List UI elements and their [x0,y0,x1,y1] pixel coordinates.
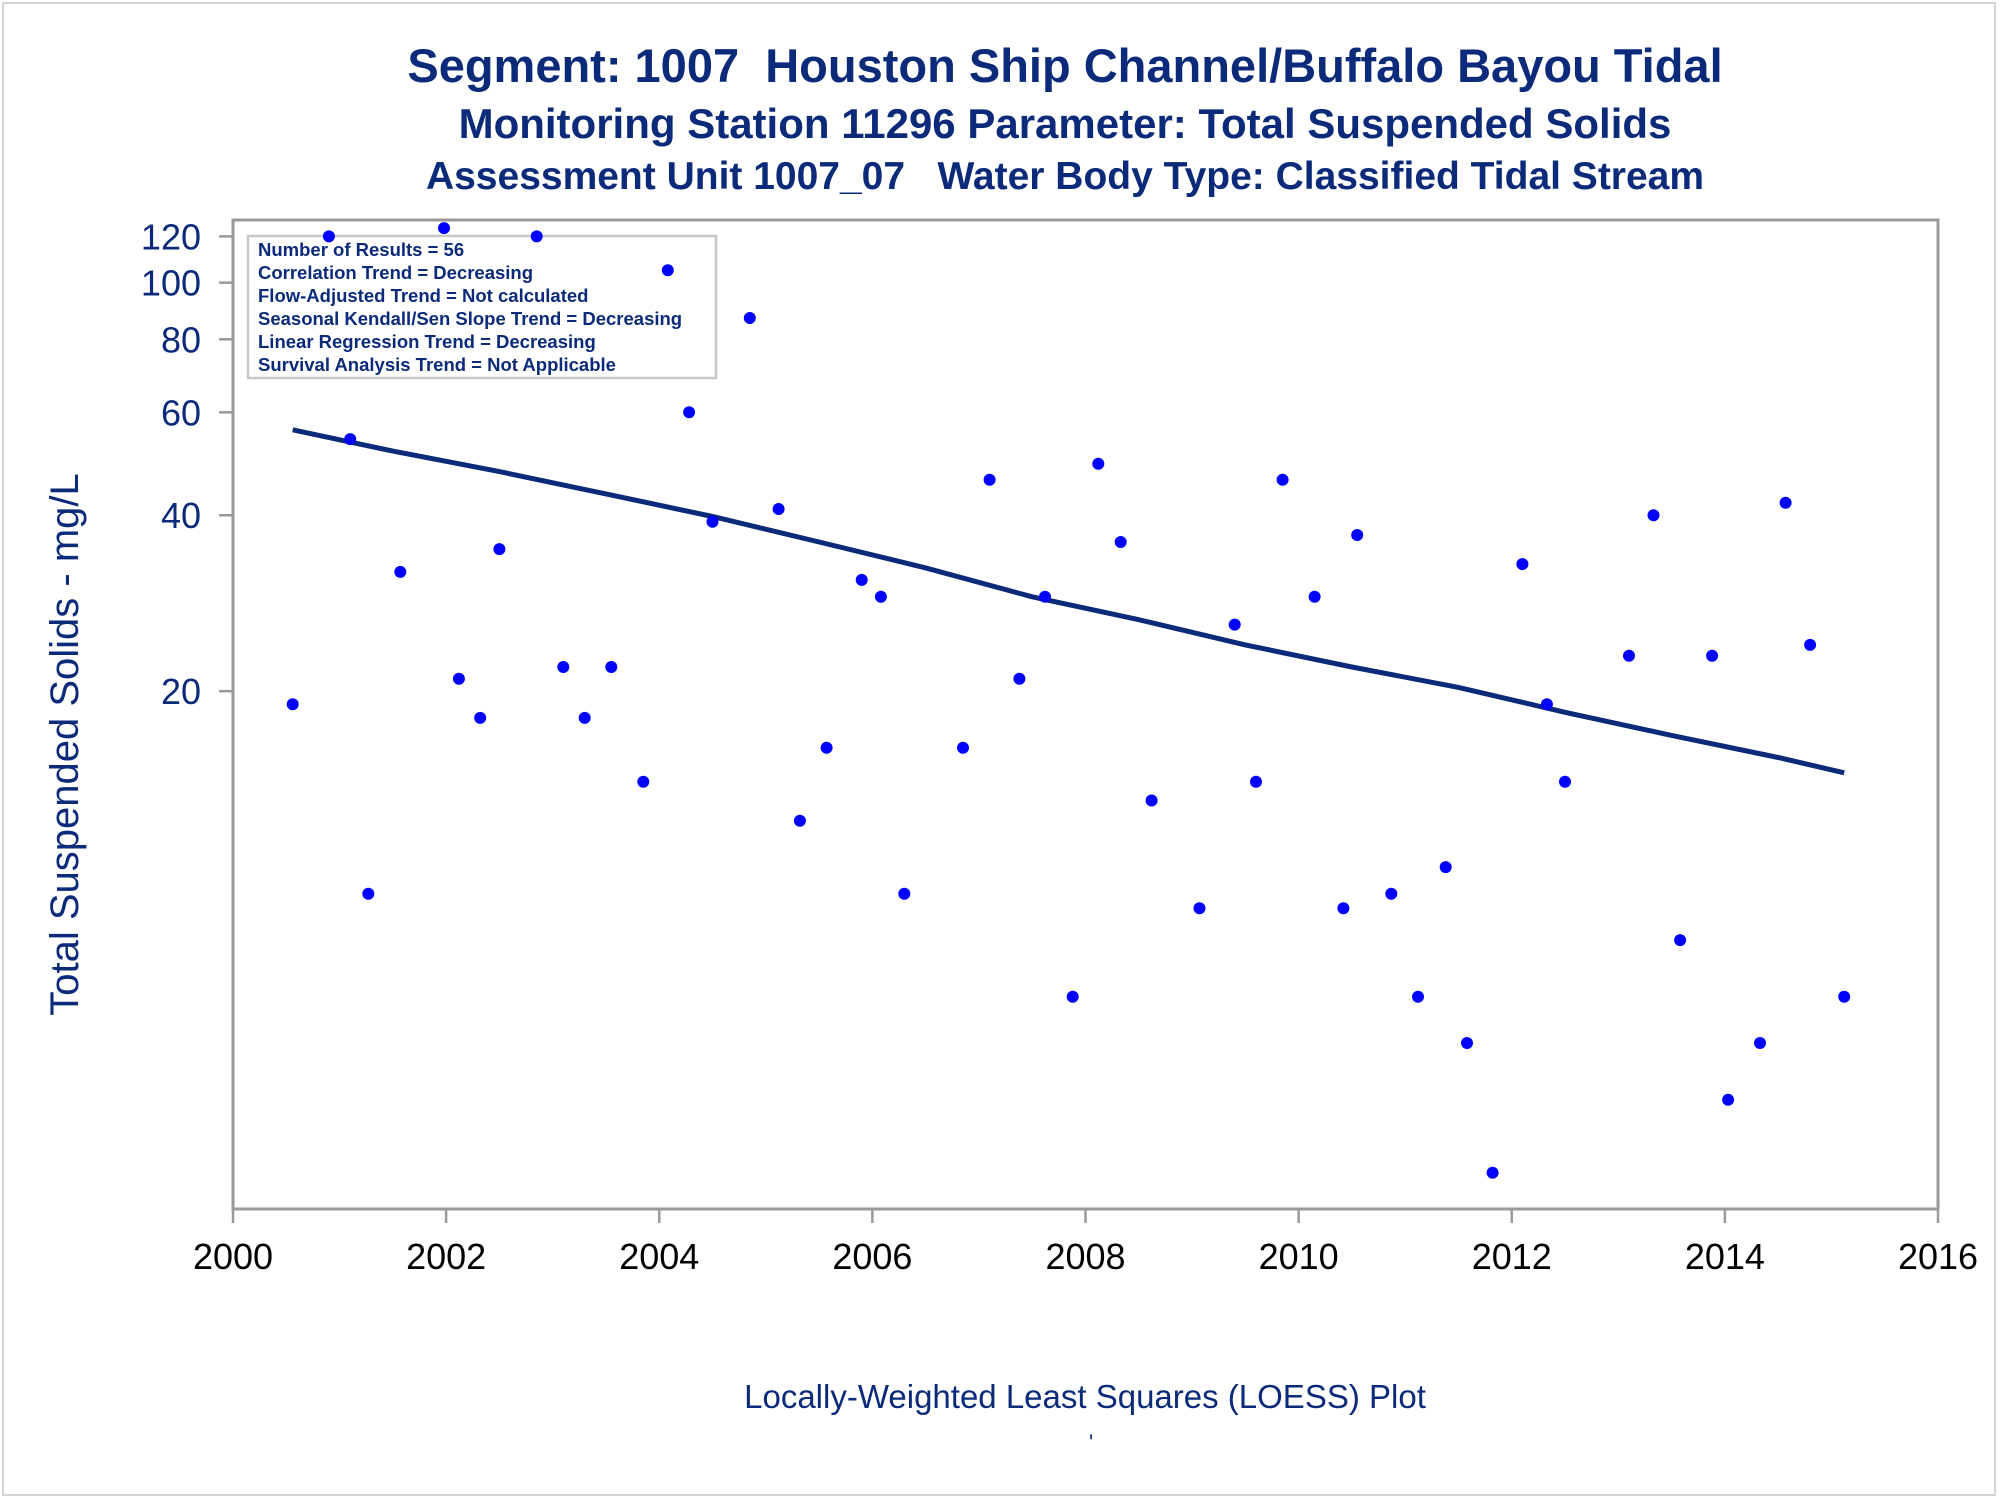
scatter-points [286,222,1851,1179]
data-point [1516,558,1529,571]
stats-line: Number of Results = 56 [258,239,464,260]
stats-line: Linear Regression Trend = Decreasing [258,331,596,352]
data-point [772,503,785,515]
data-point [706,515,719,528]
data-point [1308,590,1321,603]
stats-line: Flow-Adjusted Trend = Not calculated [258,285,588,306]
data-point [1385,887,1398,900]
data-point [1779,496,1792,509]
data-point [637,775,650,788]
data-point [557,661,570,673]
data-point [1276,473,1289,486]
data-point [322,230,335,243]
chart-subtitle-station: Monitoring Station 11296 Parameter: Tota… [458,100,1672,147]
x-tick-label: 2002 [406,1236,486,1277]
data-point [957,741,969,754]
stats-line: Correlation Trend = Decreasing [258,262,533,283]
data-point [1092,457,1105,470]
data-point [793,814,806,827]
data-point [1754,1037,1766,1049]
x-tick-label: 2000 [193,1236,273,1277]
x-tick-label: 2012 [1472,1236,1552,1277]
data-point [1439,861,1452,874]
data-point [578,711,591,724]
data-point [1559,775,1571,788]
data-point [1722,1093,1735,1106]
data-point [286,698,299,711]
data-point [898,887,911,900]
data-point [1337,902,1350,915]
data-point [855,573,868,586]
data-point [530,230,543,243]
data-point [1838,990,1851,1003]
chart-subtitle-assessment: Assessment Unit 1007_07 Water Body Type:… [425,155,1705,198]
data-point [1706,649,1719,662]
data-point [1674,934,1687,947]
stats-line: Survival Analysis Trend = Not Applicable [258,354,616,375]
footnote-mark: ' [1089,1430,1094,1455]
data-point [1351,529,1364,541]
data-point [820,741,833,754]
data-point [1647,509,1660,522]
data-point [661,264,674,277]
data-point [1461,1037,1473,1049]
x-tick-label: 2008 [1045,1236,1125,1277]
x-tick-label: 2016 [1898,1236,1978,1277]
data-point [1145,794,1158,807]
data-point [1193,902,1206,915]
data-point [983,473,996,486]
plot-footnote: Locally-Weighted Least Squares (LOESS) P… [744,1378,1426,1415]
data-point [743,312,756,324]
data-point [394,565,407,578]
stats-line: Seasonal Kendall/Sen Slope Trend = Decre… [258,308,682,329]
data-point [1039,590,1051,603]
x-axis: 2000 2002 2004 2006 2008 2010 2012 2014 2016 [193,1209,1978,1277]
y-tick-label: 120 [141,216,201,257]
data-point [1804,638,1817,651]
data-point [1250,775,1262,788]
x-tick-label: 2014 [1685,1236,1765,1277]
data-point [1066,990,1079,1003]
data-point [1412,990,1424,1003]
data-point [1228,618,1241,631]
y-tick-label: 60 [161,392,201,433]
x-tick-label: 2006 [832,1236,912,1277]
data-point [683,406,696,419]
y-tick-label: 20 [161,671,201,712]
data-point [344,433,357,446]
loess-line [292,427,1845,776]
data-point [438,222,450,235]
data-point [1013,672,1026,685]
y-tick-label: 100 [141,263,201,304]
data-point [1623,649,1635,662]
y-axis: 20 40 60 80 100 120 [141,216,233,712]
data-point [362,887,375,900]
data-point [474,711,487,724]
x-tick-label: 2004 [619,1236,699,1277]
y-axis-label: Total Suspended Solids - mg/L [43,473,87,1016]
data-point [1486,1166,1499,1179]
y-tick-label: 40 [161,495,201,536]
data-point [1540,698,1553,711]
x-tick-label: 2010 [1259,1236,1339,1277]
data-point [493,543,506,556]
data-point [1114,536,1127,548]
data-point [605,661,618,673]
chart-title: Segment: 1007 Houston Ship Channel/Buffa… [407,39,1723,92]
y-tick-label: 80 [161,319,201,360]
data-point [452,672,465,685]
data-point [874,590,887,603]
